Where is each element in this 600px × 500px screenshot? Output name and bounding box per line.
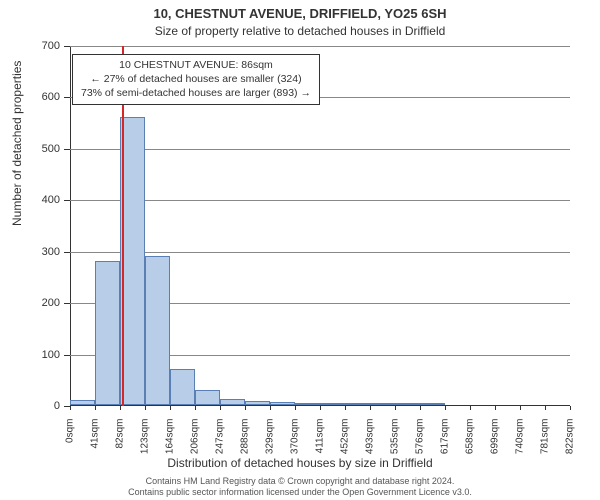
y-tick: [64, 303, 70, 304]
x-tick: [70, 406, 71, 410]
y-tick: [64, 252, 70, 253]
histogram-bar: [95, 261, 120, 405]
histogram-bar: [145, 256, 170, 405]
x-tick: [370, 406, 371, 410]
x-tick: [270, 406, 271, 410]
y-tick-label: 400: [20, 194, 60, 206]
y-tick: [64, 355, 70, 356]
y-tick-label: 500: [20, 143, 60, 155]
x-tick: [195, 406, 196, 410]
x-tick: [120, 406, 121, 410]
info-line-2: ← 27% of detached houses are smaller (32…: [81, 72, 311, 86]
histogram-bar: [70, 400, 95, 405]
x-tick: [295, 406, 296, 410]
info-line-3: 73% of semi-detached houses are larger (…: [81, 86, 311, 100]
gridline: [70, 200, 570, 201]
x-tick: [420, 406, 421, 410]
y-tick: [64, 46, 70, 47]
histogram-bar: [395, 403, 420, 405]
y-tick: [64, 149, 70, 150]
y-tick-label: 0: [20, 400, 60, 412]
x-tick: [320, 406, 321, 410]
histogram-bar: [295, 403, 320, 405]
x-tick: [220, 406, 221, 410]
y-tick-label: 200: [20, 297, 60, 309]
y-tick: [64, 97, 70, 98]
x-tick: [245, 406, 246, 410]
x-tick: [520, 406, 521, 410]
y-tick-label: 700: [20, 40, 60, 52]
chart-footer: Contains HM Land Registry data © Crown c…: [0, 476, 600, 498]
histogram-bar: [220, 399, 245, 405]
y-tick: [64, 200, 70, 201]
footer-line-1: Contains HM Land Registry data © Crown c…: [0, 476, 600, 487]
chart-title: 10, CHESTNUT AVENUE, DRIFFIELD, YO25 6SH: [0, 6, 600, 21]
x-tick: [170, 406, 171, 410]
histogram-bar: [270, 402, 295, 405]
y-tick-label: 300: [20, 246, 60, 258]
x-tick: [95, 406, 96, 410]
y-tick-label: 600: [20, 91, 60, 103]
histogram-bar: [420, 403, 445, 405]
gridline: [70, 149, 570, 150]
y-axis-line: [70, 46, 71, 406]
chart-container: 10, CHESTNUT AVENUE, DRIFFIELD, YO25 6SH…: [0, 0, 600, 500]
histogram-bar: [320, 403, 345, 405]
x-tick: [445, 406, 446, 410]
info-box: 10 CHESTNUT AVENUE: 86sqm ← 27% of detac…: [72, 54, 320, 105]
x-tick: [145, 406, 146, 410]
plot-area: 01002003004005006007000sqm41sqm82sqm123s…: [70, 46, 570, 406]
y-tick-label: 100: [20, 349, 60, 361]
footer-line-2: Contains public sector information licen…: [0, 487, 600, 498]
histogram-bar: [195, 390, 220, 405]
histogram-bar: [370, 403, 395, 405]
x-tick: [345, 406, 346, 410]
x-axis-title: Distribution of detached houses by size …: [0, 456, 600, 470]
histogram-bar: [345, 403, 370, 405]
histogram-bar: [245, 401, 270, 405]
info-line-1: 10 CHESTNUT AVENUE: 86sqm: [81, 58, 311, 72]
x-tick: [570, 406, 571, 410]
gridline: [70, 46, 570, 47]
gridline: [70, 252, 570, 253]
histogram-bar: [170, 369, 195, 405]
x-tick: [395, 406, 396, 410]
chart-subtitle: Size of property relative to detached ho…: [0, 24, 600, 38]
x-tick: [545, 406, 546, 410]
x-tick: [470, 406, 471, 410]
x-tick: [495, 406, 496, 410]
